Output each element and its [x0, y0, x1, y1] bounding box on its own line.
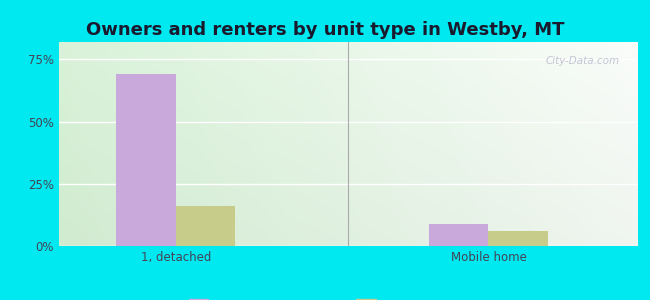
Text: City-Data.com: City-Data.com — [545, 56, 619, 66]
Bar — [488, 231, 548, 246]
Bar — [429, 224, 488, 246]
Text: Owners and renters by unit type in Westby, MT: Owners and renters by unit type in Westb… — [86, 21, 564, 39]
Bar — [116, 74, 176, 246]
Bar — [176, 206, 235, 246]
Legend: Owner occupied units, Renter occupied units: Owner occupied units, Renter occupied un… — [184, 297, 512, 300]
